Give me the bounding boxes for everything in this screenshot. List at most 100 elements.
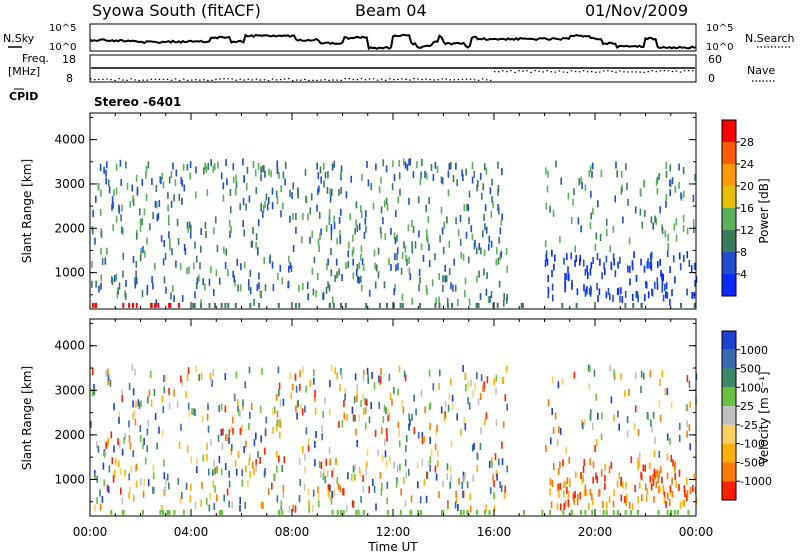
range-cell <box>489 487 492 495</box>
range-cell <box>596 476 598 484</box>
range-cell <box>186 445 189 453</box>
range-cell <box>178 302 181 308</box>
range-cell <box>307 293 309 301</box>
range-cell <box>292 504 294 512</box>
range-cell <box>665 200 667 208</box>
range-cell <box>673 223 676 231</box>
range-cell <box>334 367 336 375</box>
range-cell <box>232 270 234 278</box>
range-cell <box>682 499 685 507</box>
range-cell <box>405 471 408 479</box>
range-cell <box>232 427 234 435</box>
range-cell <box>398 365 401 373</box>
range-cell <box>406 163 409 171</box>
range-cell <box>410 495 413 503</box>
range-cell <box>106 247 108 255</box>
range-cell <box>135 277 138 285</box>
range-cell <box>193 408 195 416</box>
range-cell <box>154 413 157 421</box>
range-cell <box>421 459 424 467</box>
range-cell <box>675 481 678 489</box>
range-cell <box>212 369 214 377</box>
range-cell <box>625 493 628 501</box>
range-cell <box>635 372 637 380</box>
range-cell <box>686 404 689 412</box>
range-cell <box>367 179 370 187</box>
range-cell <box>547 286 550 294</box>
range-cell <box>109 379 112 387</box>
range-cell <box>110 431 113 439</box>
range-cell <box>138 402 141 409</box>
range-cell <box>676 509 679 515</box>
range-cell <box>455 496 458 503</box>
nave-point <box>336 79 338 81</box>
range-cell <box>189 161 192 169</box>
range-cell <box>666 250 669 258</box>
range-cell <box>332 467 335 475</box>
range-cell <box>408 197 410 205</box>
range-cell <box>596 253 599 260</box>
range-cell <box>465 168 467 176</box>
range-cell <box>584 484 587 492</box>
range-cell <box>281 277 284 285</box>
range-cell <box>592 207 594 215</box>
range-cell <box>367 377 370 384</box>
range-cell <box>497 257 500 265</box>
nave-point <box>659 70 662 72</box>
range-cell <box>505 365 508 373</box>
range-cell <box>323 180 325 188</box>
range-cell <box>175 260 177 268</box>
range-cell <box>196 466 198 474</box>
range-cell <box>563 257 565 265</box>
range-cell <box>259 290 262 297</box>
range-cell <box>255 187 258 195</box>
range-cell <box>319 232 321 240</box>
range-cell <box>297 187 299 195</box>
range-cell <box>476 465 479 472</box>
range-cell <box>609 364 611 372</box>
range-cell <box>322 473 325 481</box>
range-cell <box>474 383 476 391</box>
range-cell <box>314 459 316 467</box>
range-cell <box>468 298 471 306</box>
range-cell <box>260 174 262 182</box>
colorbar-swatch <box>722 142 736 164</box>
range-cell <box>608 466 611 474</box>
range-cell <box>647 413 649 420</box>
range-cell <box>435 297 437 305</box>
range-cell <box>200 499 202 507</box>
range-cell <box>624 302 627 308</box>
range-cell <box>301 236 303 244</box>
range-cell <box>568 478 571 485</box>
range-cell <box>224 302 227 308</box>
range-cell <box>167 215 170 222</box>
range-cell <box>686 477 688 485</box>
range-cell <box>279 399 282 407</box>
range-cell <box>626 430 629 438</box>
colorbar-tick-label: -500 <box>740 456 765 469</box>
nave-point <box>566 71 569 73</box>
range-cell <box>134 368 136 376</box>
range-cell <box>101 495 104 503</box>
range-cell <box>426 229 428 237</box>
range-cell <box>340 368 342 375</box>
range-cell <box>99 163 102 171</box>
range-cell <box>567 498 570 506</box>
range-cell <box>248 279 250 287</box>
range-cell <box>222 182 225 190</box>
range-cell <box>339 384 341 392</box>
range-cell <box>462 509 465 515</box>
range-cell <box>480 427 482 435</box>
range-cell <box>393 174 396 182</box>
range-cell <box>108 377 110 385</box>
range-cell <box>575 471 577 479</box>
range-cell <box>501 168 503 176</box>
range-cell <box>544 260 547 268</box>
range-cell <box>356 224 359 232</box>
noise-tick-high-left: 10^5 <box>49 23 76 34</box>
range-cell <box>168 302 171 308</box>
range-cell <box>392 160 394 168</box>
range-cell <box>467 397 469 405</box>
range-cell <box>306 282 309 289</box>
range-cell <box>551 480 554 487</box>
